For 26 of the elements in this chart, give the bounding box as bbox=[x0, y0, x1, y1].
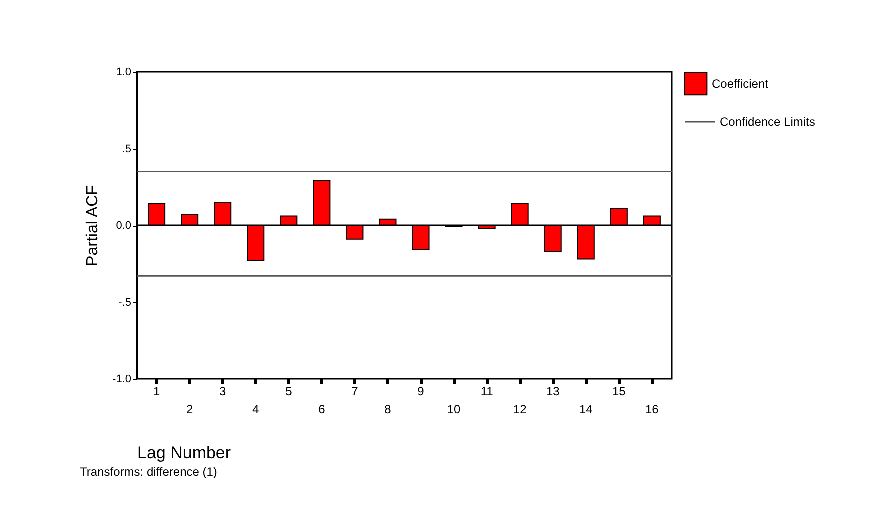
y-tick-label: -.5 bbox=[118, 296, 132, 309]
x-tick-label: 12 bbox=[513, 402, 528, 416]
y-tick-label: -1.0 bbox=[112, 374, 132, 386]
x-tick-label: 6 bbox=[318, 402, 326, 416]
y-tick-label: 0.0 bbox=[116, 220, 132, 232]
x-tick-label: 5 bbox=[286, 384, 293, 398]
y-axis-title: Partial ACF bbox=[84, 185, 102, 266]
legend-label: Confidence Limits bbox=[720, 115, 816, 129]
x-tick-label: 16 bbox=[646, 402, 660, 416]
x-tick-label: 8 bbox=[384, 402, 392, 416]
x-tick-label: 11 bbox=[480, 384, 494, 398]
x-axis-title: Lag Number bbox=[138, 444, 232, 462]
x-tick-label: 2 bbox=[186, 402, 194, 416]
y-tick-label: .5 bbox=[122, 143, 132, 156]
x-tick-label: 14 bbox=[579, 402, 594, 416]
x-tick-label: 4 bbox=[252, 402, 260, 416]
x-tick-label: 10 bbox=[447, 402, 462, 416]
x-tick-label: 7 bbox=[352, 384, 359, 398]
x-tick-label: 9 bbox=[418, 384, 425, 398]
x-tick-label: 1 bbox=[153, 384, 160, 398]
x-tick-label: 15 bbox=[612, 384, 626, 398]
text: Transforms: difference (1) bbox=[80, 465, 218, 479]
y-tick-label: 1.0 bbox=[116, 66, 132, 78]
legend-label: Coefficient bbox=[712, 77, 770, 91]
x-tick-label: 3 bbox=[220, 384, 227, 398]
x-tick-label: 13 bbox=[546, 384, 560, 398]
